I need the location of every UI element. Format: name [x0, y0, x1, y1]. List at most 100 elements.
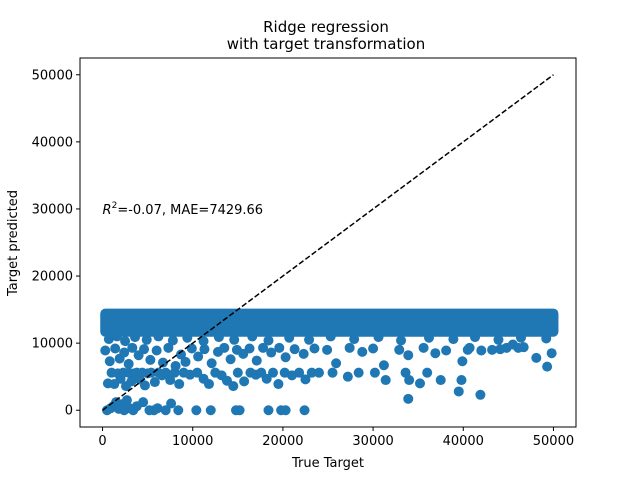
scatter-point: [273, 379, 284, 390]
scatter-point: [369, 367, 380, 378]
scatter-point: [353, 367, 364, 378]
scatter-point: [247, 331, 258, 342]
scatter-point: [298, 348, 309, 359]
chart-title-line1: Ridge regression: [263, 18, 389, 36]
scatter-point: [244, 343, 255, 354]
scatter-point: [176, 349, 187, 360]
x-axis-label: True Target: [291, 456, 364, 471]
scatter-point: [368, 343, 379, 354]
scatter-point: [394, 344, 405, 355]
scatter-point: [403, 350, 414, 361]
y-axis-label: Target predicted: [6, 190, 21, 297]
scatter-point: [110, 343, 121, 354]
scatter-point: [327, 367, 338, 378]
scatter-point: [469, 332, 480, 343]
scatter-point: [299, 405, 310, 416]
x-tick-label: 20000: [262, 434, 303, 449]
scatter-point: [104, 356, 115, 367]
y-tick-label: 30000: [32, 202, 73, 217]
scatter-point: [274, 342, 285, 353]
scatter-point: [457, 356, 468, 367]
scatter-point: [300, 374, 311, 385]
scatter-point: [145, 354, 156, 365]
scatter-point: [139, 380, 150, 391]
scatter-point: [130, 332, 141, 343]
scatter-point: [396, 335, 407, 346]
x-tick-label: 40000: [443, 434, 484, 449]
scatter-point: [100, 345, 111, 356]
scatter-point: [167, 335, 178, 346]
scatter-point: [263, 335, 274, 346]
scatter-point: [373, 332, 384, 343]
scatter-point: [126, 376, 137, 387]
r2-mae-text: =-0.07, MAE=7429.66: [117, 203, 263, 218]
scatter-point: [180, 356, 191, 367]
scatter-point: [149, 377, 160, 388]
scatter-point: [225, 354, 236, 365]
scatter-point: [487, 344, 498, 355]
scatter-point: [213, 332, 224, 343]
scatter-point: [418, 342, 429, 353]
scatter-point: [453, 386, 464, 397]
scatter-point: [239, 376, 250, 387]
scatter-point: [170, 360, 181, 371]
y-axis: 0 10000 20000 30000 40000 50000: [32, 68, 80, 419]
scatter-point: [186, 343, 197, 354]
scatter-point: [542, 361, 553, 372]
scatter-point: [199, 344, 210, 355]
scatter-point: [404, 375, 415, 386]
scatter-point: [263, 405, 274, 416]
scatter-point: [151, 345, 162, 356]
scatter-point: [261, 373, 272, 384]
scatter-point: [475, 389, 486, 400]
scatter-point: [141, 334, 152, 345]
scatter-point: [456, 375, 467, 386]
scatter-point: [515, 332, 526, 343]
scatter-point: [448, 334, 459, 345]
scatter-point: [331, 358, 342, 369]
scatter-point: [123, 358, 134, 369]
scatter-point: [400, 367, 411, 378]
y-tick-label: 50000: [32, 68, 73, 83]
scatter-point: [304, 334, 315, 345]
scatter-point: [127, 342, 138, 353]
scatter-point: [495, 344, 506, 355]
scatter-point: [182, 332, 193, 343]
x-tick-label: 0: [98, 434, 106, 449]
scatter-point: [294, 367, 305, 378]
scatter-point: [476, 345, 487, 356]
scatter-point: [357, 346, 368, 357]
scatter-point: [306, 367, 317, 378]
scatter-point: [103, 334, 114, 345]
scatter-point: [462, 344, 473, 355]
scatter-point: [493, 334, 504, 345]
y-tick-label: 40000: [32, 135, 73, 150]
scatter-point: [203, 379, 214, 390]
scatter-point: [251, 355, 262, 366]
scatter-point: [229, 334, 240, 345]
scatter-point: [205, 405, 216, 416]
scatter-point: [414, 378, 425, 389]
scatter-point: [422, 367, 433, 378]
scatter-point: [111, 331, 122, 342]
x-tick-label: 50000: [533, 434, 574, 449]
r2-superscript: 2: [112, 201, 118, 211]
scatter-points: [100, 331, 557, 416]
scatter-point: [546, 348, 557, 359]
scatter-point: [166, 398, 177, 409]
x-axis: 0 10000 20000 30000 40000 50000: [98, 427, 574, 449]
scatter-point: [280, 352, 291, 363]
scatter-point: [160, 367, 171, 378]
scatter-point: [403, 393, 414, 404]
scatter-point: [531, 352, 542, 363]
scatter-point: [322, 344, 333, 355]
scatter-point: [120, 336, 131, 347]
scatter-point: [289, 344, 300, 355]
scatter-point: [163, 342, 174, 353]
scatter-point: [266, 347, 277, 358]
scatter-point: [198, 336, 209, 347]
scatter-point: [234, 405, 245, 416]
scatter-point: [441, 345, 452, 356]
r2-mae-annotation: R2=-0.07, MAE=7429.66: [103, 201, 264, 218]
scatter-point: [258, 342, 269, 353]
